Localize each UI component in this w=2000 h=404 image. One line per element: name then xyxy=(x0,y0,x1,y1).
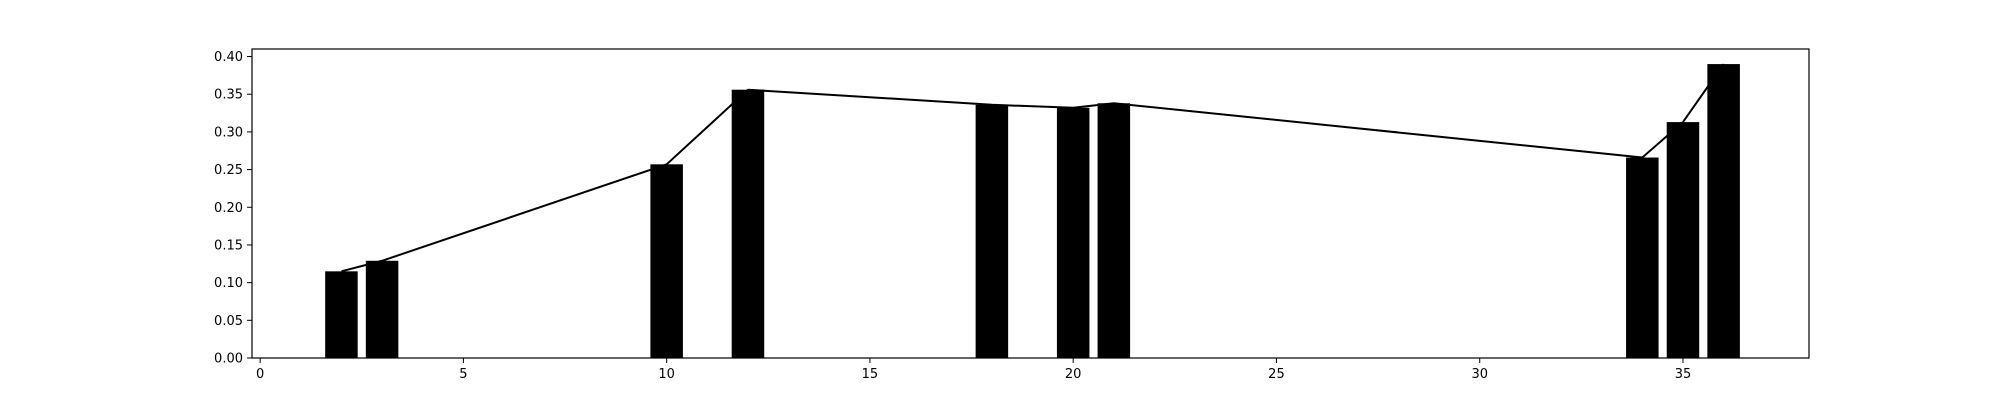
bar-2 xyxy=(650,164,683,358)
x-tick-label-7: 35 xyxy=(1675,367,1692,382)
bar-6 xyxy=(1097,103,1131,358)
bar-5 xyxy=(1056,107,1090,358)
plot-frame xyxy=(251,48,1810,359)
x-tick-label-5: 25 xyxy=(1268,367,1285,382)
y-tick-label-6: 0.30 xyxy=(214,125,243,140)
y-tick-label-2: 0.10 xyxy=(214,276,243,291)
bar-0 xyxy=(325,271,358,358)
x-tick-label-0: 0 xyxy=(256,367,264,382)
bars-layer xyxy=(325,64,1740,359)
bar-4 xyxy=(975,104,1009,359)
y-tick-label-7: 0.35 xyxy=(214,88,243,103)
x-tick-label-6: 30 xyxy=(1471,367,1488,382)
series-line xyxy=(341,63,1725,273)
y-tick-label-3: 0.15 xyxy=(214,238,243,253)
y-tick-label-0: 0.00 xyxy=(214,352,243,367)
x-tick-label-3: 15 xyxy=(862,367,879,382)
x-tick-label-2: 10 xyxy=(658,367,675,382)
bar-7 xyxy=(1626,157,1659,358)
y-tick-label-5: 0.25 xyxy=(214,163,243,178)
y-tick-label-1: 0.05 xyxy=(214,314,243,329)
y-tick-label-8: 0.40 xyxy=(214,50,243,65)
y-tick-label-4: 0.20 xyxy=(214,201,243,216)
bar-8 xyxy=(1666,122,1700,358)
x-tick-label-1: 5 xyxy=(459,367,467,382)
line-layer xyxy=(341,63,1725,273)
bar-9 xyxy=(1707,64,1740,358)
x-tick-label-4: 20 xyxy=(1065,367,1082,382)
axes-layer: 0 5 10 15 20 25 30 35 0.00 0.05 0.10 0.15 0.20 0.25 0.… xyxy=(214,48,1810,382)
bar-1 xyxy=(365,260,399,358)
bar-3 xyxy=(731,89,765,358)
